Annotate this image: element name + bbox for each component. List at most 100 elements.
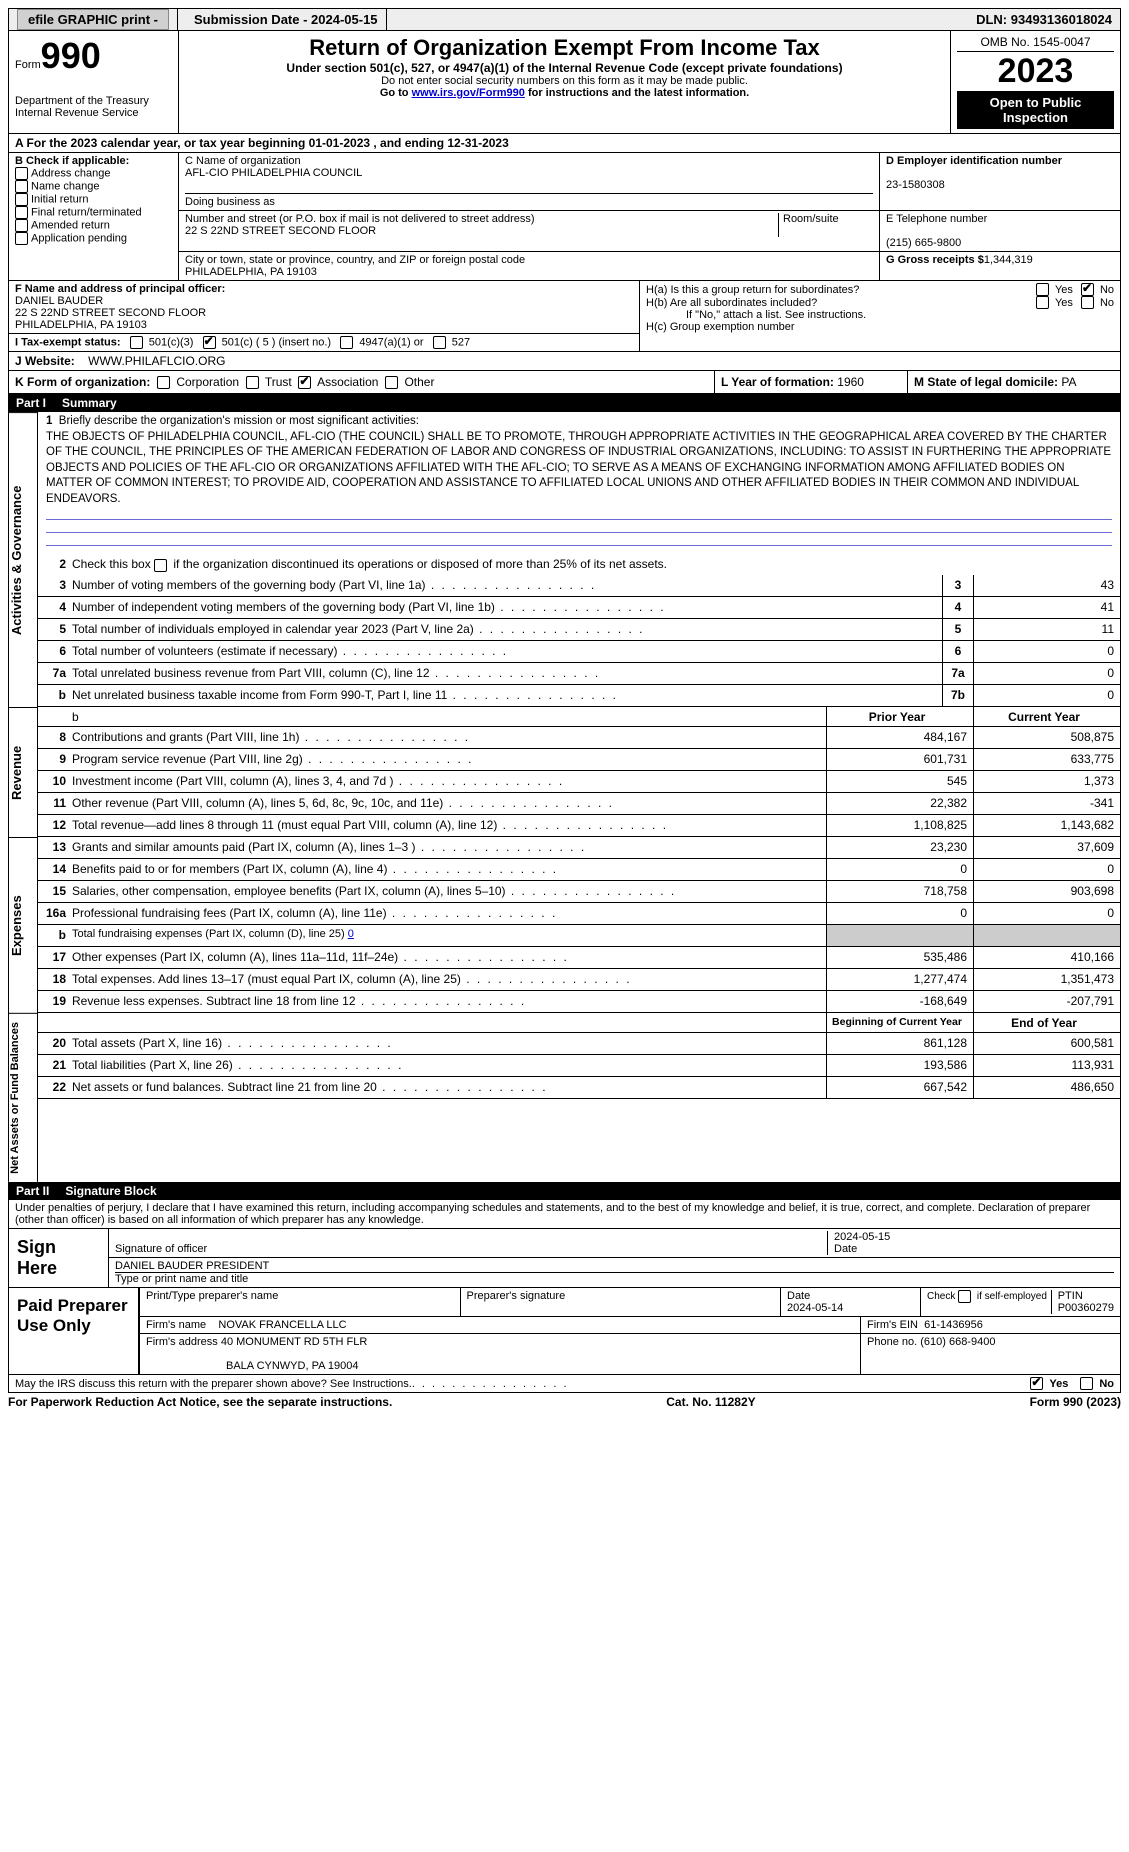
l16b-link[interactable]: 0 <box>348 928 354 940</box>
cb-final-return[interactable] <box>15 206 28 219</box>
cb-self-employed[interactable] <box>958 1290 971 1303</box>
net-section: Net Assets or Fund Balances Beginning of… <box>8 1013 1121 1182</box>
part2-header: Part IISignature Block <box>8 1182 1121 1200</box>
exp-line-16a: 16a Professional fundraising fees (Part … <box>38 903 1120 925</box>
goto-note: Go to www.irs.gov/Form990 for instructio… <box>185 87 944 99</box>
ptin-value: P00360279 <box>1058 1302 1114 1314</box>
gov-line-6: 6 Total number of volunteers (estimate i… <box>38 641 1120 663</box>
cb-501c[interactable] <box>203 336 216 349</box>
gov-vlabel: Activities & Governance <box>8 412 38 707</box>
exp-line-14: 14 Benefits paid to or for members (Part… <box>38 859 1120 881</box>
cb-amended[interactable] <box>15 219 28 232</box>
org-info-grid: B Check if applicable: Address change Na… <box>8 153 1121 281</box>
firm-ein: 61-1436956 <box>924 1319 983 1331</box>
cb-ha-no[interactable] <box>1081 283 1094 296</box>
cb-corp[interactable] <box>157 376 170 389</box>
year-formation: 1960 <box>837 375 864 389</box>
gov-line-4: 4 Number of independent voting members o… <box>38 597 1120 619</box>
mission-label: Briefly describe the organization's miss… <box>59 415 419 427</box>
part1-header: Part ISummary <box>8 394 1121 412</box>
efile-button[interactable]: efile GRAPHIC print - <box>17 9 169 30</box>
room-suite-label: Room/suite <box>778 213 873 237</box>
exp-vlabel: Expenses <box>8 837 38 1013</box>
cb-discontinued[interactable] <box>154 559 167 572</box>
current-year-hdr: Current Year <box>973 707 1120 726</box>
gross-receipts-value: 1,344,319 <box>984 254 1033 266</box>
cb-527[interactable] <box>433 336 446 349</box>
officer-name: DANIEL BAUDER <box>15 295 103 307</box>
submission-date: Submission Date - 2024-05-15 <box>186 9 387 30</box>
form-subtitle: Under section 501(c), 527, or 4947(a)(1)… <box>185 61 944 75</box>
cb-discuss-yes[interactable] <box>1030 1377 1043 1390</box>
form-number: 990 <box>41 35 101 76</box>
mission-text: THE OBJECTS OF PHILADELPHIA COUNCIL, AFL… <box>46 431 1111 505</box>
gov-section: Activities & Governance 1 Briefly descri… <box>8 412 1121 707</box>
exp-line-13: 13 Grants and similar amounts paid (Part… <box>38 837 1120 859</box>
cb-address-change[interactable] <box>15 167 28 180</box>
irs-link[interactable]: www.irs.gov/Form990 <box>412 87 525 99</box>
cb-discuss-no[interactable] <box>1080 1377 1093 1390</box>
prior-year-hdr: Prior Year <box>826 707 973 726</box>
cb-501c3[interactable] <box>130 336 143 349</box>
sign-here-block: Sign Here Signature of officer 2024-05-1… <box>8 1229 1121 1288</box>
form-label: Form <box>15 59 41 71</box>
sig-officer-label: Signature of officer <box>115 1243 207 1255</box>
rev-line-10: 10 Investment income (Part VIII, column … <box>38 771 1120 793</box>
ha-label: H(a) Is this a group return for subordin… <box>646 284 1036 296</box>
phone-label: E Telephone number <box>886 213 987 225</box>
prep-date: 2024-05-14 <box>787 1302 843 1314</box>
city-value: PHILADELPHIA, PA 19103 <box>185 266 317 278</box>
gross-receipts-label: G Gross receipts $ <box>886 254 984 266</box>
cb-trust[interactable] <box>246 376 259 389</box>
cb-ha-yes[interactable] <box>1036 283 1049 296</box>
ein-label: D Employer identification number <box>886 155 1062 167</box>
gov-line-5: 5 Total number of individuals employed i… <box>38 619 1120 641</box>
street-label: Number and street (or P.O. box if mail i… <box>185 213 535 225</box>
state-domicile: PA <box>1061 375 1076 389</box>
omb-number: OMB No. 1545-0047 <box>957 35 1114 52</box>
firm-name: NOVAK FRANCELLA LLC <box>218 1319 346 1331</box>
public-inspection: Open to Public Inspection <box>957 91 1114 129</box>
cb-other[interactable] <box>385 376 398 389</box>
exp-line-15: 15 Salaries, other compensation, employe… <box>38 881 1120 903</box>
org-name-label: C Name of organization <box>185 155 301 167</box>
exp-section: Expenses 13 Grants and similar amounts p… <box>8 837 1121 1013</box>
year-formation-label: L Year of formation: <box>721 375 834 389</box>
type-name-label: Type or print name and title <box>115 1272 1114 1285</box>
cat-no: Cat. No. 11282Y <box>392 1395 1029 1409</box>
cb-hb-no[interactable] <box>1081 296 1094 309</box>
net-line-22: 22 Net assets or fund balances. Subtract… <box>38 1077 1120 1099</box>
net-vlabel: Net Assets or Fund Balances <box>8 1013 38 1182</box>
preparer-block: Paid Preparer Use Only Print/Type prepar… <box>8 1288 1121 1375</box>
paid-preparer-label: Paid Preparer Use Only <box>9 1288 139 1374</box>
discuss-row: May the IRS discuss this return with the… <box>8 1375 1121 1393</box>
cb-initial-return[interactable] <box>15 193 28 206</box>
cb-assoc[interactable] <box>298 376 311 389</box>
street-value: 22 S 22ND STREET SECOND FLOOR <box>185 225 376 237</box>
klm-row: K Form of organization: Corporation Trus… <box>8 371 1121 394</box>
website-value: WWW.PHILAFLCIO.ORG <box>88 354 225 368</box>
tax-exempt-label: I Tax-exempt status: <box>15 336 121 348</box>
net-line-20: 20 Total assets (Part X, line 16) 861,12… <box>38 1033 1120 1055</box>
prep-sig-label: Preparer's signature <box>467 1290 566 1302</box>
tax-year-row: A For the 2023 calendar year, or tax yea… <box>8 134 1121 153</box>
officer-label: F Name and address of principal officer: <box>15 283 225 295</box>
dln: DLN: 93493136018024 <box>968 9 1120 30</box>
cb-4947[interactable] <box>340 336 353 349</box>
hc-label: H(c) Group exemption number <box>646 321 1114 333</box>
officer-addr1: 22 S 22ND STREET SECOND FLOOR <box>15 307 206 319</box>
officer-group-grid: F Name and address of principal officer:… <box>8 281 1121 352</box>
cb-pending[interactable] <box>15 232 28 245</box>
gov-line-7a: 7a Total unrelated business revenue from… <box>38 663 1120 685</box>
website-row: J Website: WWW.PHILAFLCIO.ORG <box>8 352 1121 371</box>
gov-line-3: 3 Number of voting members of the govern… <box>38 575 1120 597</box>
gov-line-7b: b Net unrelated business taxable income … <box>38 685 1120 707</box>
cb-hb-yes[interactable] <box>1036 296 1049 309</box>
ein-value: 23-1580308 <box>886 179 945 191</box>
net-line-21: 21 Total liabilities (Part X, line 26) 1… <box>38 1055 1120 1077</box>
form-title: Return of Organization Exempt From Incom… <box>185 35 944 61</box>
cb-name-change[interactable] <box>15 180 28 193</box>
officer-signed-name: DANIEL BAUDER PRESIDENT <box>115 1260 269 1272</box>
firm-phone: (610) 668-9400 <box>920 1336 995 1348</box>
dept-treasury: Department of the Treasury Internal Reve… <box>15 95 172 119</box>
